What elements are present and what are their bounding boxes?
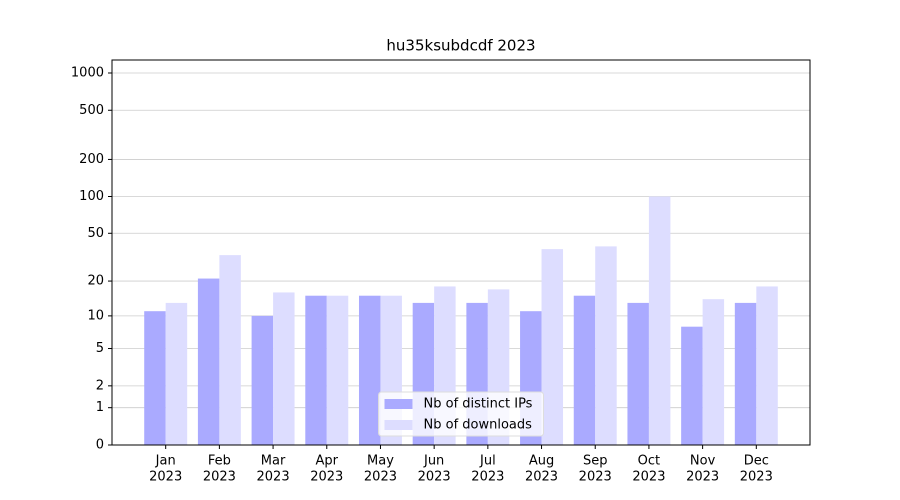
y-tick-label: 1000 xyxy=(71,65,104,80)
bar xyxy=(197,278,220,445)
bar xyxy=(219,255,241,445)
x-tick-label: Feb xyxy=(208,454,231,469)
bar xyxy=(648,196,671,445)
x-tick-label: Apr xyxy=(316,454,339,469)
bar xyxy=(251,315,274,445)
x-tick-label: 2023 xyxy=(203,470,236,485)
x-tick-label: 2023 xyxy=(740,470,773,485)
x-tick-label: Jul xyxy=(479,454,496,469)
x-tick-label: May xyxy=(367,454,394,469)
y-tick-label: 500 xyxy=(79,103,104,118)
bar xyxy=(595,246,617,445)
x-tick-label: Jan xyxy=(155,454,176,469)
x-tick-label: Mar xyxy=(261,454,286,469)
legend: Nb of distinct IPs Nb of downloads xyxy=(378,391,544,437)
bar xyxy=(273,292,295,445)
chart-title: hu35ksubdcdf 2023 xyxy=(386,37,535,55)
x-tick-label: Sep xyxy=(583,454,608,469)
plot-frame xyxy=(111,59,811,446)
x-tick-label: 2023 xyxy=(632,470,665,485)
x-tick-label: 2023 xyxy=(149,470,182,485)
bar xyxy=(702,299,725,445)
bar xyxy=(165,302,188,445)
legend-box xyxy=(378,391,544,437)
legend-swatch xyxy=(384,420,413,430)
y-tick-label: 10 xyxy=(87,308,104,323)
bar xyxy=(573,295,596,445)
bar xyxy=(627,302,649,445)
x-tick-label: 2023 xyxy=(310,470,343,485)
bar xyxy=(541,249,564,445)
y-tick-label: 1 xyxy=(96,400,104,415)
legend-swatch xyxy=(384,399,413,409)
x-tick-label: Dec xyxy=(744,454,769,469)
legend-label: Nb of distinct IPs xyxy=(424,397,533,412)
y-tick-label: 200 xyxy=(79,152,104,167)
x-tick-label: Nov xyxy=(690,454,716,469)
bar xyxy=(305,295,327,445)
x-tick-label: 2023 xyxy=(471,470,504,485)
x-tick-label: Jun xyxy=(423,454,444,469)
y-tick-label: 5 xyxy=(96,341,104,356)
y-tick-label: 50 xyxy=(87,226,104,241)
x-tick-label: Aug xyxy=(529,454,554,469)
x-tick-label: 2023 xyxy=(257,470,290,485)
x-tick-label: 2023 xyxy=(525,470,558,485)
y-tick-label: 0 xyxy=(96,438,104,453)
bar xyxy=(358,295,381,445)
legend-label: Nb of downloads xyxy=(424,418,533,433)
y-tick-label: 20 xyxy=(87,274,104,289)
x-tick-label: 2023 xyxy=(579,470,612,485)
x-tick-label: 2023 xyxy=(418,470,451,485)
x-tick-label: 2023 xyxy=(364,470,397,485)
y-tick-label: 2 xyxy=(96,378,104,393)
y-tick-label: 100 xyxy=(79,189,104,204)
bar xyxy=(326,295,349,445)
bar xyxy=(756,286,778,445)
bar xyxy=(144,311,166,445)
x-tick-label: 2023 xyxy=(686,470,719,485)
bar xyxy=(734,302,757,445)
bar xyxy=(681,326,703,445)
x-tick-label: Oct xyxy=(638,454,660,469)
